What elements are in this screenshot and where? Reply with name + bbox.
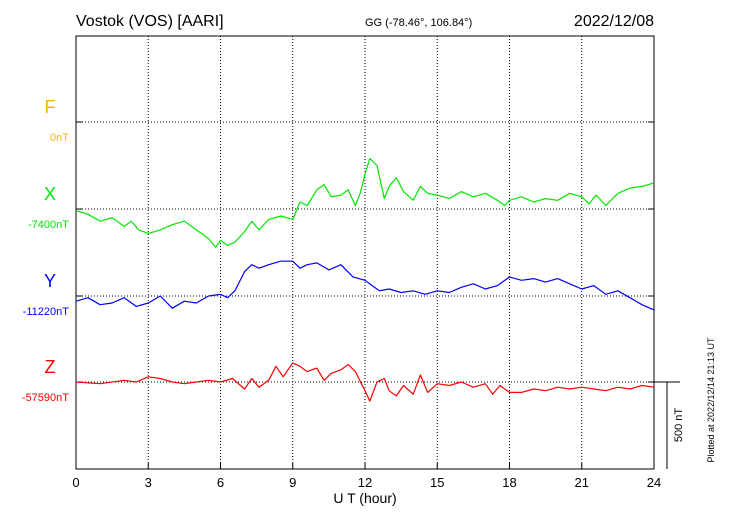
x-tick-label: 6 [217,475,224,490]
series-baseline-f: 0nT [50,132,69,144]
series-baseline-x: -7400nT [28,219,69,231]
x-tick-label: 15 [430,475,444,490]
x-ticks: 0 3 6 9 12 15 18 21 24 [72,463,661,490]
series-labels: F 0nT X -7400nT Y -11220nT Z -57590nT [22,97,69,404]
x-tick-label: 18 [502,475,516,490]
series-name-f: F [45,97,56,117]
series-baseline-y: -11220nT [23,306,70,318]
coords-label: GG (-78.46°, 106.84°) [365,17,472,29]
x-tick-label: 3 [145,475,152,490]
x-axis-label: U T (hour) [333,490,396,506]
series-name-x: X [44,184,56,204]
plotted-note: Plotted at 2022/12/14 21:13 UT [706,337,716,463]
x-tick-label: 21 [575,475,589,490]
series-line-y [75,260,655,311]
series-baseline-z: -57590nT [22,392,69,404]
data-lines [75,157,655,402]
scale-bar-label: 500 nT [673,408,685,443]
x-tick-label: 12 [358,475,372,490]
series-line-z [75,362,655,402]
date-label: 2022/12/08 [574,13,654,30]
x-tick-label: 24 [647,475,661,490]
x-tick-label: 0 [72,475,79,490]
series-name-z: Z [45,357,56,377]
grid-lines [76,36,654,469]
x-tick-label: 9 [289,475,296,490]
scale-bar: 500 nT [654,381,685,469]
station-title: Vostok (VOS) [AARI] [76,13,224,30]
series-name-y: Y [44,271,56,291]
series-line-x [75,157,655,248]
